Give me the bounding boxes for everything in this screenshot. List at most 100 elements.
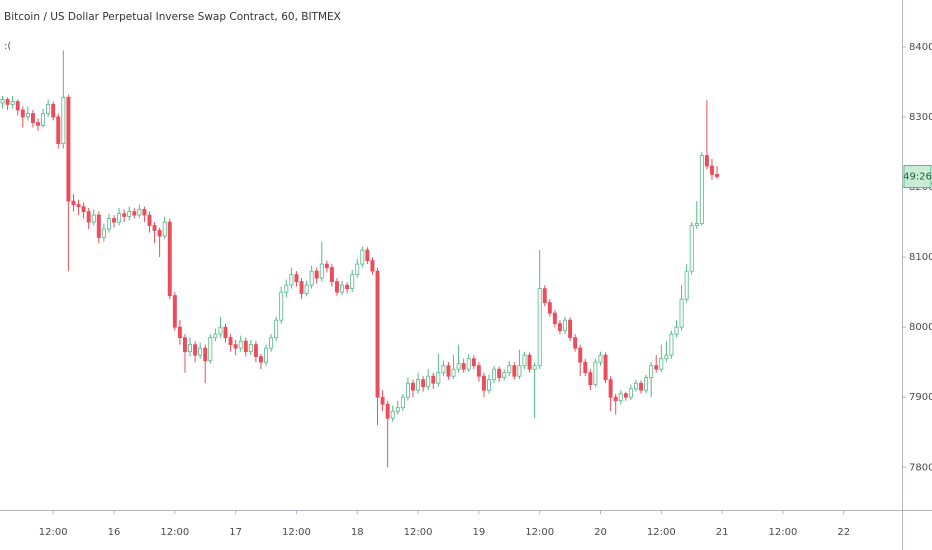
candle-body (188, 344, 192, 353)
candle-body (345, 284, 350, 290)
candle-body (289, 274, 294, 286)
candle-body (375, 270, 380, 398)
candle-body (507, 365, 512, 374)
candle-body (583, 361, 588, 374)
candle-body (248, 344, 253, 353)
candle-body (106, 218, 111, 230)
indicator-label: :( (4, 41, 11, 52)
candle-body (704, 155, 709, 167)
candle-body (659, 358, 664, 370)
candle-body (36, 122, 40, 126)
candle-body (674, 326, 679, 335)
x-tick-label: 21 (716, 527, 729, 538)
candle-body (10, 101, 15, 105)
candle-body (598, 354, 603, 363)
candle-body (112, 218, 116, 223)
candle-body (542, 288, 547, 304)
x-tick-label: 22 (837, 527, 850, 538)
candle-body (253, 344, 258, 357)
candle-body (664, 354, 669, 360)
candle-body (400, 396, 405, 409)
x-tick-label: 12:00 (769, 527, 798, 538)
candle-body (264, 347, 269, 363)
candle-body (532, 365, 537, 370)
candle-body (588, 372, 593, 386)
candle-body (127, 211, 132, 217)
candle-body (613, 396, 618, 402)
candle-body (177, 326, 182, 339)
candle-body (46, 103, 51, 114)
candle-body (122, 213, 127, 217)
candle-body (319, 263, 324, 279)
chart-title: Bitcoin / US Dollar Perpetual Inverse Sw… (4, 11, 341, 23)
candle-body (335, 281, 339, 293)
candle-body (314, 270, 319, 279)
candle-body (238, 340, 243, 349)
candle-body (715, 174, 720, 177)
x-tick-label: 18 (351, 527, 364, 538)
candle-body (30, 113, 35, 123)
candle-body (81, 206, 86, 212)
candle-body (456, 363, 461, 370)
candle-body (669, 333, 674, 356)
candle-body (182, 337, 187, 353)
candle-body (208, 337, 213, 362)
candle-body (101, 228, 106, 238)
candle-body (421, 379, 426, 388)
candle-body (51, 103, 56, 118)
candle-body (522, 354, 527, 367)
candle-body (552, 312, 557, 325)
x-tick-label: 20 (594, 527, 607, 538)
candle-body (593, 361, 598, 386)
candle-body (284, 284, 289, 293)
candle-body (512, 365, 517, 377)
candle-body (86, 211, 91, 223)
candle-body (684, 270, 689, 300)
candle-body (0, 99, 5, 104)
candle-body (451, 368, 456, 377)
candle-body (15, 101, 20, 111)
candle-body (436, 372, 441, 384)
candle-body (441, 365, 446, 374)
x-tick-label: 17 (229, 527, 242, 538)
x-tick-label: 12:00 (647, 527, 676, 538)
candle-body (639, 382, 643, 391)
candle-body (568, 319, 573, 339)
x-tick-label: 19 (473, 527, 486, 538)
candle-body (644, 377, 649, 391)
candle-body (426, 375, 431, 388)
candle-body (360, 249, 365, 265)
candle-body (573, 337, 578, 349)
y-tick-label: 8100.0 (909, 252, 932, 263)
countdown-label: 49:26 (903, 172, 932, 183)
candle-body (157, 230, 162, 237)
candle-body (492, 368, 497, 381)
candle-body (152, 225, 157, 231)
x-tick-label: 16 (108, 527, 121, 538)
candle-body (162, 221, 167, 237)
candle-body (557, 323, 562, 332)
candle-body (167, 221, 172, 297)
candle-body (623, 393, 628, 398)
candle-body (385, 403, 390, 419)
x-tick-label: 12:00 (39, 527, 68, 538)
x-tick-label: 12:00 (404, 527, 433, 538)
candle-body (608, 379, 613, 398)
candle-body (355, 263, 360, 276)
candle-body (218, 326, 223, 335)
candle-body (25, 113, 30, 118)
candle-body (56, 116, 61, 145)
candle-body (395, 407, 400, 412)
candle-body (527, 354, 532, 370)
candle-body (147, 214, 152, 226)
candle-body (198, 347, 203, 356)
candle-body (274, 319, 279, 339)
y-tick-label: 7900.0 (909, 392, 932, 403)
candle-body (223, 326, 228, 339)
candle-body (203, 347, 208, 362)
candle-body (279, 291, 284, 321)
candle-body (481, 375, 486, 391)
candle-body (365, 249, 370, 262)
candle-body (466, 358, 471, 370)
candle-body (172, 295, 177, 328)
